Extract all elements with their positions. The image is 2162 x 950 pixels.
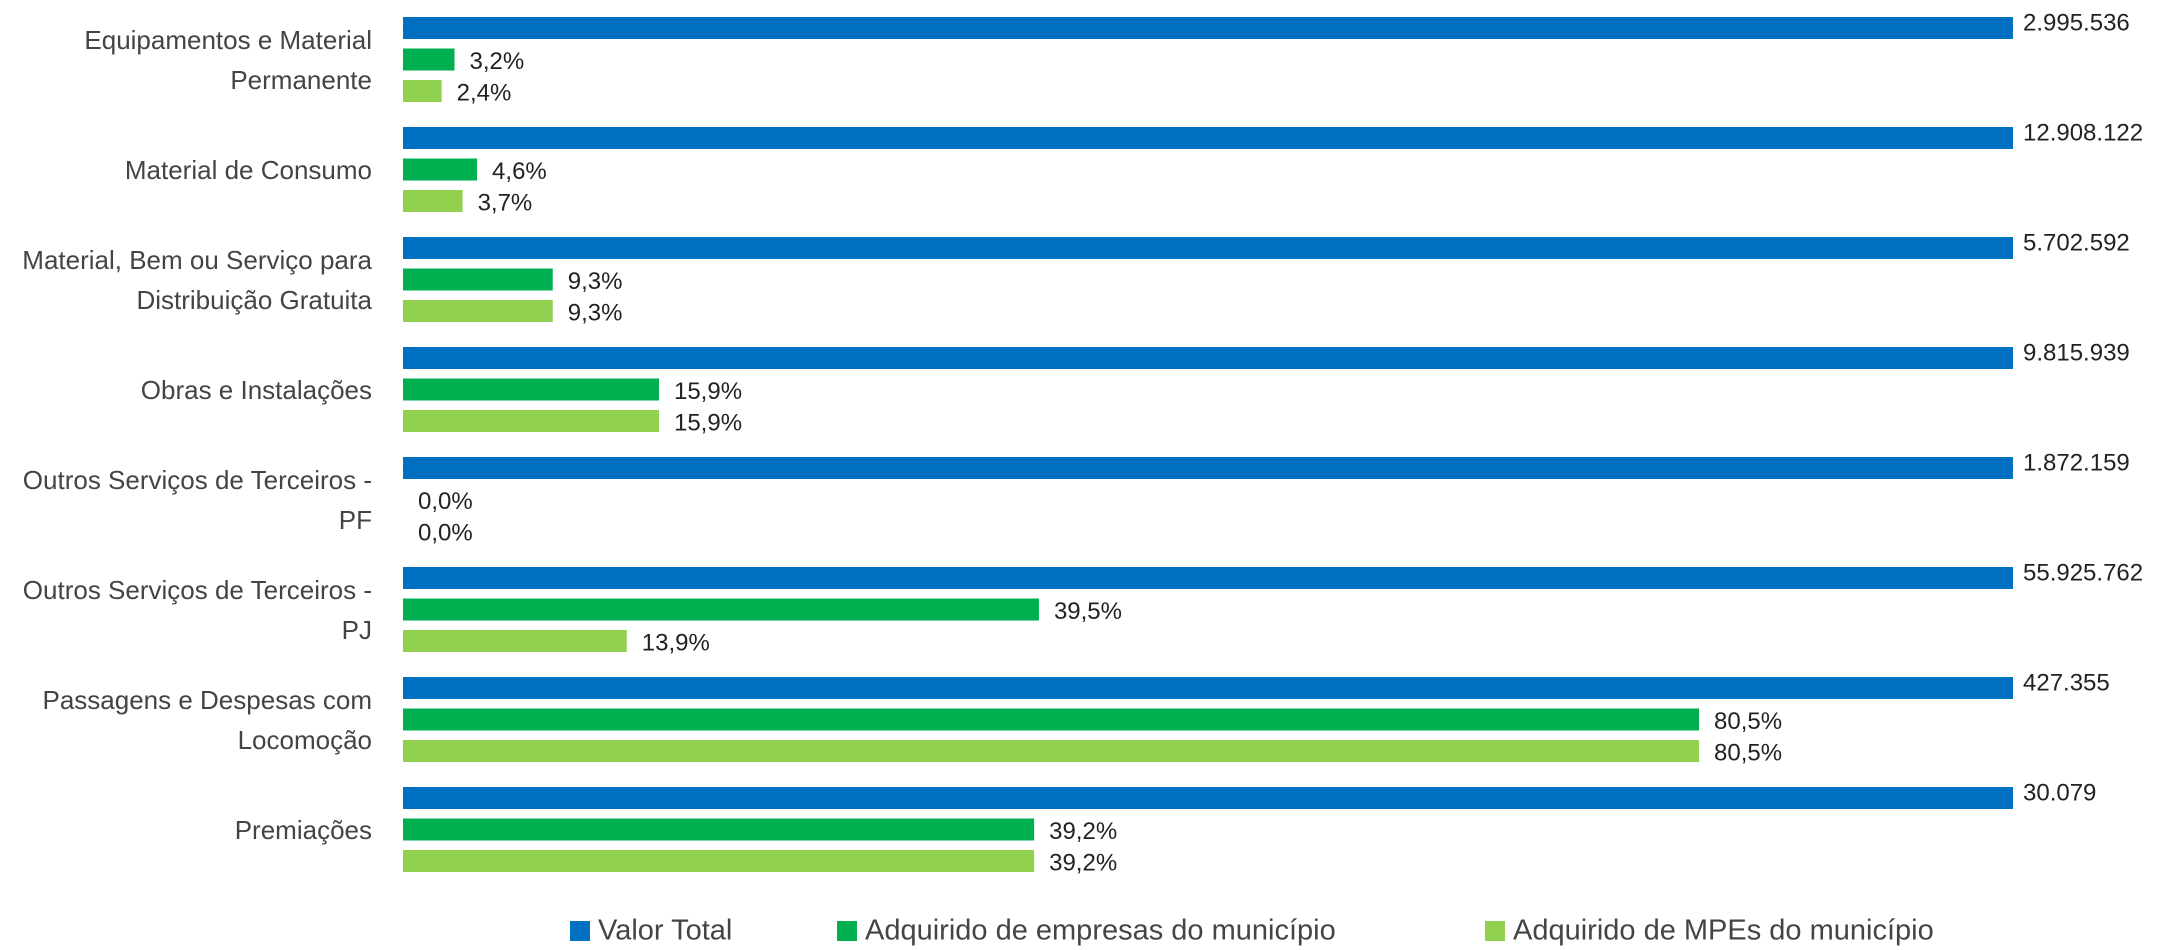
value-label: 427.355 [2023, 669, 2110, 696]
value-label: 0,0% [418, 519, 473, 546]
value-label: 80,5% [1714, 708, 1782, 735]
legend-swatch [1485, 921, 1505, 941]
value-label: 2,4% [457, 79, 512, 106]
bar [403, 630, 627, 652]
legend-label: Adquirido de empresas do município [865, 915, 1336, 947]
legend-label: Adquirido de MPEs do município [1513, 915, 1934, 947]
category-label: Outros Serviços de Terceiros - PF [22, 464, 372, 535]
category-label: Premiações [234, 814, 372, 845]
value-label: 55.925.762 [2023, 559, 2143, 586]
value-label: 5.702.592 [2023, 229, 2130, 256]
bar [403, 410, 659, 432]
bar [403, 378, 659, 401]
category-label: Obras e Instalações [140, 374, 372, 405]
bar [403, 347, 2013, 369]
bar [403, 17, 2013, 39]
bar [403, 787, 2013, 809]
bar [403, 708, 1700, 731]
value-label: 39,2% [1049, 818, 1117, 845]
bar [403, 268, 553, 291]
value-label: 15,9% [674, 378, 742, 405]
value-label: 9,3% [568, 268, 623, 295]
value-label: 39,2% [1049, 849, 1117, 876]
value-label: 39,5% [1054, 598, 1122, 625]
bar [403, 567, 2013, 589]
value-label: 0,0% [418, 488, 473, 515]
value-label: 15,9% [674, 409, 742, 436]
bar [403, 158, 478, 181]
value-label: 3,7% [478, 189, 533, 216]
legend-label: Valor Total [598, 915, 732, 947]
value-label: 9.815.939 [2023, 339, 2130, 366]
bar [403, 740, 1700, 762]
value-label: 1.872.159 [2023, 449, 2130, 476]
bar [403, 300, 553, 322]
bar [403, 190, 463, 212]
bar [403, 818, 1035, 841]
category-label: Passagens e Despesas com Locomoção [42, 684, 372, 755]
legend-swatch [570, 921, 590, 941]
category-label: Material, Bem ou Serviço para Distribuiç… [22, 244, 372, 315]
category-label: Material de Consumo [124, 154, 372, 185]
category-label: Outros Serviços de Terceiros - PJ [22, 574, 372, 645]
value-label: 4,6% [492, 158, 547, 185]
bar [403, 457, 2013, 479]
value-label: 9,3% [568, 299, 623, 326]
legend-swatch [837, 921, 857, 941]
bar [403, 677, 2013, 699]
category-label: Equipamentos e Material Permanente [84, 24, 372, 95]
value-label: 12.908.122 [2023, 119, 2143, 146]
value-label: 2.995.536 [2023, 9, 2130, 36]
bar [403, 127, 2013, 149]
bar [403, 48, 455, 71]
bar [403, 850, 1035, 872]
value-label: 80,5% [1714, 739, 1782, 766]
value-label: 13,9% [642, 629, 710, 656]
bar [403, 80, 442, 102]
value-label: 3,2% [470, 48, 525, 75]
value-label: 30.079 [2023, 779, 2096, 806]
bar [403, 598, 1039, 621]
bar [403, 237, 2013, 259]
